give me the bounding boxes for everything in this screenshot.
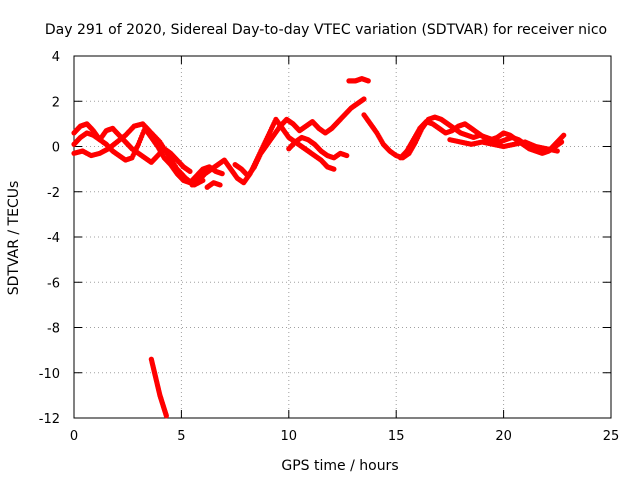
series-track-h <box>346 76 371 84</box>
series-track-k <box>447 137 560 154</box>
y-tick-label: 0 <box>52 141 60 156</box>
x-axis: 0 5 10 15 20 25 <box>70 56 619 444</box>
y-tick-label: -6 <box>47 276 60 291</box>
data-point <box>219 171 225 177</box>
series-track-l <box>148 356 169 419</box>
x-tick-label: 20 <box>495 429 512 444</box>
x-tick-label: 25 <box>603 429 620 444</box>
series-track-g <box>286 134 350 161</box>
y-axis: 4 2 0 -2 -4 -6 -8 -10 -12 <box>39 50 611 427</box>
chart-title: Day 291 of 2020, Sidereal Day-to-day VTE… <box>45 22 607 38</box>
x-tick-label: 15 <box>388 429 405 444</box>
y-tick-label: -2 <box>47 186 60 201</box>
data-point <box>344 152 350 159</box>
x-axis-label: GPS time / hours <box>281 458 398 474</box>
y-tick-label: 4 <box>52 50 60 65</box>
data-point <box>561 132 567 138</box>
data-point <box>361 96 367 102</box>
data-point <box>558 139 565 145</box>
data-point <box>331 166 337 172</box>
data-point <box>554 148 560 154</box>
x-tick-label: 5 <box>177 429 185 444</box>
data-points <box>71 76 567 419</box>
x-tick-label: 0 <box>70 429 78 444</box>
data-point <box>217 182 223 188</box>
y-tick-label: 2 <box>52 95 60 110</box>
y-axis-label: SDTVAR / TECUs <box>6 181 22 296</box>
x-tick-label: 10 <box>281 429 298 444</box>
data-point <box>187 168 193 174</box>
grid-lines <box>74 56 611 418</box>
series-track-f <box>232 96 367 179</box>
series-track-j <box>397 119 565 161</box>
y-tick-label: -8 <box>47 322 60 337</box>
series-track-e <box>204 180 223 190</box>
data-point <box>163 413 169 419</box>
y-tick-label: -12 <box>39 412 60 427</box>
y-tick-label: -4 <box>47 231 60 246</box>
y-tick-label: -10 <box>39 367 60 382</box>
data-point <box>365 78 371 84</box>
